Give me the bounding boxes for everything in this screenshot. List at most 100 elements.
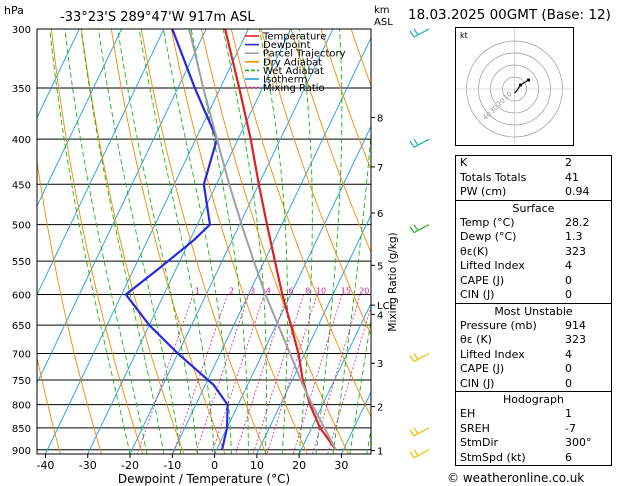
wet-adiabat	[366, 427, 371, 454]
wet-adiabat	[298, 29, 313, 454]
index-label: CIN (J)	[460, 288, 495, 301]
wet-adiabat	[315, 29, 343, 454]
wet-adiabat	[332, 128, 371, 454]
index-row: Dewp (°C) 1.3	[456, 230, 611, 245]
wet-adiabat	[98, 29, 182, 454]
mixing-ratio-line	[266, 294, 318, 454]
km-tick-label: 1	[377, 447, 383, 458]
km-tick-label: 4	[377, 310, 383, 321]
index-row: StmDir 300°	[456, 436, 611, 451]
mixing-ratio-label: 15	[341, 286, 351, 295]
index-value: 1	[565, 407, 572, 420]
wet-adiabat	[349, 316, 371, 454]
index-row: StmSpd (kt) 6	[456, 451, 611, 466]
series-dewpoint	[124, 29, 229, 451]
isotherm	[298, 302, 371, 454]
dry-adiabat	[37, 355, 61, 454]
temp-tick-label: -40	[36, 459, 54, 472]
dry-adiabat	[140, 29, 267, 454]
wet-adiabat	[49, 29, 131, 454]
index-value: 323	[565, 333, 586, 346]
wind-barb	[409, 224, 430, 234]
index-value: 2	[565, 156, 572, 169]
hodograph: 10 20 30 40 kt	[455, 27, 574, 146]
mixing-ratio-label: 4	[266, 286, 271, 295]
index-value: 914	[565, 318, 586, 332]
pressure-tick-label: 750	[12, 376, 31, 387]
location-title: -33°23'S 289°47'W 917m ASL	[60, 10, 255, 25]
index-label: Totals Totals	[460, 170, 527, 184]
pressure-tick-label: 850	[12, 424, 31, 435]
wind-barb	[409, 138, 430, 148]
pressure-tick-label: 550	[12, 257, 31, 268]
index-value: 0	[565, 273, 572, 287]
isotherm	[87, 29, 292, 454]
hodograph-point	[518, 83, 523, 87]
index-value: 0	[565, 376, 572, 390]
index-label: CIN (J)	[460, 376, 495, 390]
dry-adiabat	[50, 29, 144, 454]
wind-barb	[409, 352, 430, 363]
index-label: SREH	[460, 421, 490, 435]
index-label: Temp (°C)	[460, 215, 515, 229]
km-tick-label: 2	[377, 403, 383, 414]
asl-unit-label: ASL	[374, 17, 393, 28]
dry-adiabat	[110, 29, 226, 454]
temp-tick-label: 20	[292, 459, 306, 472]
pressure-tick-label: 650	[12, 321, 31, 332]
index-label: Lifted Index	[460, 347, 525, 361]
wet-adiabat	[190, 29, 249, 454]
mixing-ratio-line	[252, 294, 305, 454]
temp-tick-label: 10	[250, 459, 264, 472]
hodograph-ring-label: 10	[502, 90, 514, 102]
mixing-ratio-axis-label: Mixing Ratio (g/kg)	[387, 232, 399, 331]
index-label: StmSpd (kt)	[460, 450, 526, 464]
mixing-ratio-label: 1	[195, 286, 200, 295]
hodograph-ring-label: 30	[488, 103, 500, 115]
index-row: CIN (J) 0	[456, 288, 611, 303]
dry-adiabat	[37, 158, 103, 454]
mixing-ratio-line	[312, 294, 361, 454]
index-row: SREH -7	[456, 422, 611, 437]
index-value: 323	[565, 244, 586, 258]
index-value: 6	[565, 450, 572, 464]
index-row: θε (K) 323	[456, 333, 611, 348]
hodograph-ring-label: 20	[495, 97, 507, 109]
index-row: Lifted Index 4	[456, 259, 611, 274]
mixing-ratio-label: 3	[250, 286, 255, 295]
index-value: -7	[565, 421, 576, 435]
index-value: 4	[565, 259, 572, 272]
wet-adiabat	[80, 29, 165, 454]
km-tick-label: LCL	[377, 301, 396, 312]
isotherm	[214, 125, 371, 454]
km-tick-label: 8	[377, 114, 383, 125]
hodograph-trace	[514, 79, 529, 94]
km-tick-label: 5	[377, 261, 383, 272]
mixing-ratio-label: 2	[229, 286, 234, 295]
dry-adiabat	[290, 29, 371, 254]
legend-label: Wet Adiabat	[263, 66, 324, 77]
unstable-title: Most Unstable	[494, 304, 573, 318]
pressure-tick-label: 700	[12, 350, 31, 361]
index-label: CAPE (J)	[460, 362, 505, 375]
isotherm	[37, 29, 207, 385]
index-label: θε (K)	[460, 333, 492, 346]
index-row: CIN (J) 0	[456, 377, 611, 392]
mixing-ratio-line	[194, 294, 250, 454]
surface-title: Surface	[512, 201, 555, 215]
pressure-unit-label: hPa	[4, 4, 24, 17]
hodograph-title: Hodograph	[503, 393, 564, 406]
pressure-tick-label: 300	[12, 25, 31, 36]
temp-tick-label: 0	[211, 459, 218, 472]
index-row: Temp (°C) 28.2	[456, 216, 611, 231]
index-label: Lifted Index	[460, 259, 525, 272]
series-temperature	[224, 29, 337, 451]
mixing-ratio-label: 25	[374, 286, 384, 295]
km-tick-label: 7	[377, 163, 383, 174]
dry-adiabat	[320, 29, 371, 171]
copyright-footer: © weatheronline.co.uk	[447, 471, 585, 485]
temp-tick-label: 30	[334, 459, 348, 472]
legend-label: Isotherm	[263, 75, 307, 86]
mixing-ratio-line	[235, 294, 288, 454]
pressure-tick-label: 400	[12, 135, 31, 146]
